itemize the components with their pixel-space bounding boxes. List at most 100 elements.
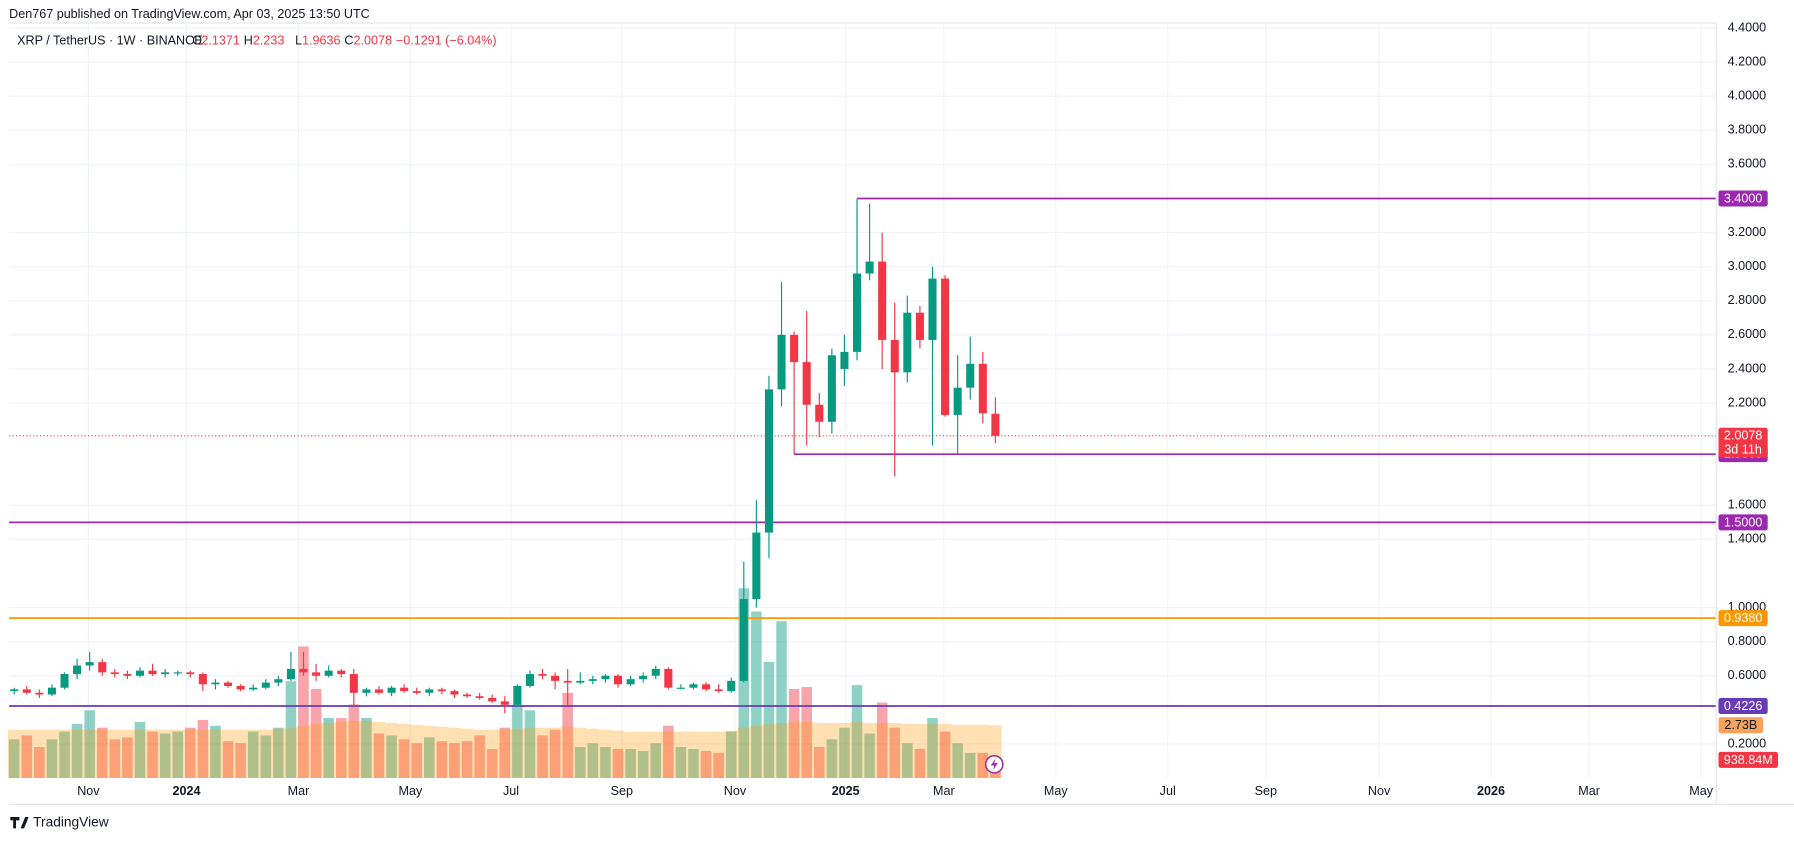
y-tick-label: 2.8000: [1728, 293, 1766, 307]
y-tick-label: 3.2000: [1728, 225, 1766, 239]
volume-bar: [247, 731, 259, 779]
volume-bar: [122, 737, 133, 779]
candle-body: [878, 261, 887, 340]
volume-bar: [34, 747, 45, 779]
candle-body: [613, 675, 623, 685]
x-tick-label: Nov: [77, 784, 100, 798]
candle-body: [978, 363, 987, 414]
candle-body: [563, 680, 572, 683]
candle-body: [312, 672, 321, 676]
x-tick-label: Jul: [503, 784, 519, 798]
candle-body: [425, 689, 434, 693]
candle-body: [739, 599, 748, 681]
x-tick-label: Mar: [288, 784, 310, 798]
candle-body: [727, 680, 736, 692]
candle-body: [890, 339, 899, 373]
volume-bar: [373, 733, 385, 779]
candle-body: [387, 687, 396, 693]
candle-body: [450, 691, 459, 695]
volume-bar: [587, 743, 599, 779]
volume-bar: [574, 747, 586, 779]
candle-body: [324, 670, 333, 676]
candle-body: [840, 351, 849, 369]
volume-bar: [625, 748, 636, 779]
candle-body: [400, 687, 409, 692]
volume-bar: [813, 747, 825, 779]
candle-body: [437, 689, 446, 692]
candle-body: [362, 689, 371, 693]
candle-body: [639, 675, 648, 680]
y-tick-label: 4.2000: [1728, 54, 1766, 68]
volume-bar: [549, 729, 561, 779]
volume-bar: [964, 752, 976, 779]
volume-bar: [675, 747, 687, 779]
volume-bar: [562, 692, 573, 779]
candle-body: [525, 674, 534, 686]
volume-bar: [512, 704, 523, 779]
volume-bar: [210, 725, 221, 779]
candle-body: [98, 662, 107, 673]
candle-body: [299, 668, 308, 673]
plot-layer: [7, 22, 1717, 779]
candle-body: [249, 687, 258, 690]
alert-icon: [984, 754, 1004, 774]
volume-bar: [801, 687, 812, 779]
level-label-box: [1718, 697, 1768, 715]
level-label-box: [1718, 190, 1768, 207]
volume-ma-label-box: [1718, 717, 1764, 734]
volume-bar: [59, 731, 70, 779]
candle-body: [161, 672, 170, 675]
ohlc-value: 2.1371: [201, 34, 239, 48]
candle-body: [714, 689, 723, 692]
volume-bar: [650, 743, 662, 779]
volume-bar: [902, 743, 913, 779]
volume-bar: [537, 735, 548, 779]
published-note: Den767 published on TradingView.com, Apr…: [9, 7, 370, 21]
volume-bar: [134, 721, 146, 779]
candle-body: [349, 674, 358, 693]
candle-body: [22, 689, 31, 693]
x-tick-label: Nov: [724, 784, 747, 798]
volume-ma-area: [7, 720, 1002, 779]
x-tick-label: Mar: [1578, 784, 1600, 798]
logo-icon: [10, 816, 29, 829]
candle-body: [224, 682, 233, 686]
y-tick-label: 4.0000: [1728, 89, 1766, 103]
level-label-box: [1718, 514, 1768, 531]
volume-bar: [914, 748, 926, 779]
candle-body: [702, 684, 711, 690]
volume-bar: [486, 748, 498, 779]
candle-body: [123, 674, 132, 676]
x-tick-label: 2024: [173, 784, 201, 798]
candle-body: [211, 682, 220, 685]
ohlc-letter: C: [344, 34, 353, 48]
candle-body: [815, 404, 824, 422]
candle-body: [991, 413, 1000, 436]
candle-body: [676, 687, 685, 689]
volume-bar: [688, 748, 699, 779]
candle-body: [941, 278, 950, 415]
brand: TradingView: [33, 814, 109, 829]
candle-body: [764, 389, 773, 533]
candle-body: [173, 672, 182, 674]
volume-bar: [461, 741, 473, 779]
candle-body: [198, 674, 207, 685]
volume-bar: [361, 718, 372, 779]
candle-body: [752, 532, 761, 600]
volume-ma-label: 2.73B: [1724, 718, 1757, 732]
volume-bar: [185, 727, 196, 779]
volume-bar: [939, 731, 951, 779]
volume-bar: [386, 735, 397, 779]
y-tick-label: 0.6000: [1728, 668, 1766, 682]
y-tick-label: 3.6000: [1728, 157, 1766, 171]
volume-bar: [839, 727, 850, 779]
y-tick-label: 1.6000: [1728, 498, 1766, 512]
volume-bar: [751, 611, 762, 779]
candle-body: [236, 685, 245, 690]
volume-bar: [159, 733, 171, 779]
candle-body: [966, 363, 975, 388]
x-tick-label: 2025: [832, 784, 860, 798]
candle-body: [110, 672, 119, 675]
x-tick-label: Sep: [1255, 784, 1277, 798]
volume-bar: [172, 731, 184, 779]
